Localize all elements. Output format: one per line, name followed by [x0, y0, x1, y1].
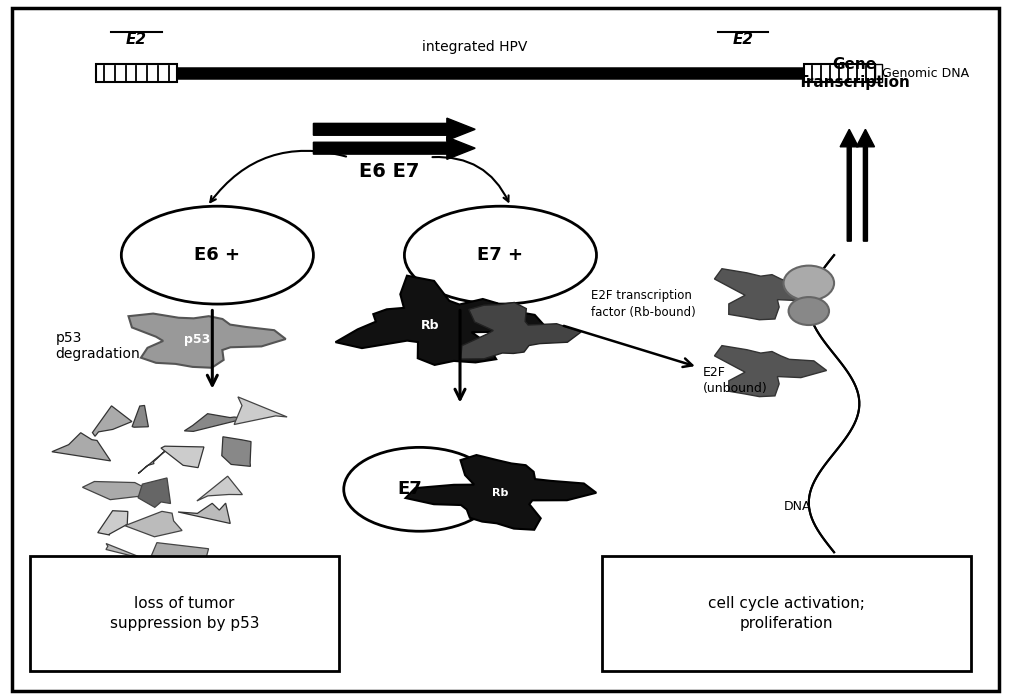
FancyBboxPatch shape	[12, 8, 999, 691]
FancyArrow shape	[856, 129, 875, 241]
Text: DNA: DNA	[784, 500, 811, 513]
Bar	[804, 64, 875, 82]
Text: cell cycle activation;
proliferation: cell cycle activation; proliferation	[708, 596, 864, 630]
Polygon shape	[139, 478, 171, 507]
Polygon shape	[235, 397, 287, 424]
Polygon shape	[197, 476, 243, 501]
Ellipse shape	[121, 206, 313, 304]
Text: E6 E7: E6 E7	[359, 161, 420, 181]
Polygon shape	[161, 446, 204, 468]
Text: Gene
Transcription: Gene Transcription	[798, 57, 911, 90]
Polygon shape	[106, 544, 149, 561]
Text: E2: E2	[733, 32, 753, 47]
Text: Rb: Rb	[421, 319, 439, 331]
Circle shape	[784, 266, 834, 301]
Text: E2F transcription
factor (Rb-bound): E2F transcription factor (Rb-bound)	[591, 289, 697, 319]
Text: Genomic DNA: Genomic DNA	[882, 67, 969, 80]
Polygon shape	[715, 268, 827, 319]
Circle shape	[789, 297, 829, 325]
Polygon shape	[221, 437, 251, 466]
Bar	[875, 64, 882, 82]
Text: p53
degradation: p53 degradation	[56, 331, 141, 361]
Polygon shape	[149, 542, 215, 561]
Bar	[96, 64, 177, 82]
Text: E2F
(unbound): E2F (unbound)	[703, 366, 767, 396]
Ellipse shape	[404, 206, 596, 304]
FancyBboxPatch shape	[602, 556, 971, 671]
FancyArrow shape	[840, 129, 858, 241]
Text: p53: p53	[184, 333, 210, 345]
Ellipse shape	[344, 447, 495, 531]
Polygon shape	[461, 303, 581, 359]
Polygon shape	[125, 512, 182, 537]
Polygon shape	[92, 406, 132, 436]
Text: integrated HPV: integrated HPV	[423, 40, 528, 54]
Polygon shape	[128, 314, 286, 368]
Text: E7: E7	[397, 480, 422, 498]
FancyArrow shape	[313, 137, 475, 159]
Polygon shape	[178, 503, 231, 524]
FancyArrow shape	[313, 118, 475, 140]
Text: loss of tumor
suppression by p53: loss of tumor suppression by p53	[110, 596, 259, 630]
Text: E2: E2	[126, 32, 147, 47]
Polygon shape	[336, 275, 544, 365]
Polygon shape	[139, 451, 166, 473]
Polygon shape	[715, 345, 827, 396]
Polygon shape	[52, 433, 110, 461]
Text: Rb: Rb	[492, 488, 509, 498]
Polygon shape	[132, 405, 149, 427]
FancyBboxPatch shape	[30, 556, 339, 671]
Polygon shape	[83, 482, 151, 500]
Polygon shape	[98, 511, 127, 535]
Text: E6 +: E6 +	[194, 246, 241, 264]
Polygon shape	[184, 414, 246, 431]
Polygon shape	[405, 455, 596, 530]
Text: E7 +: E7 +	[477, 246, 524, 264]
